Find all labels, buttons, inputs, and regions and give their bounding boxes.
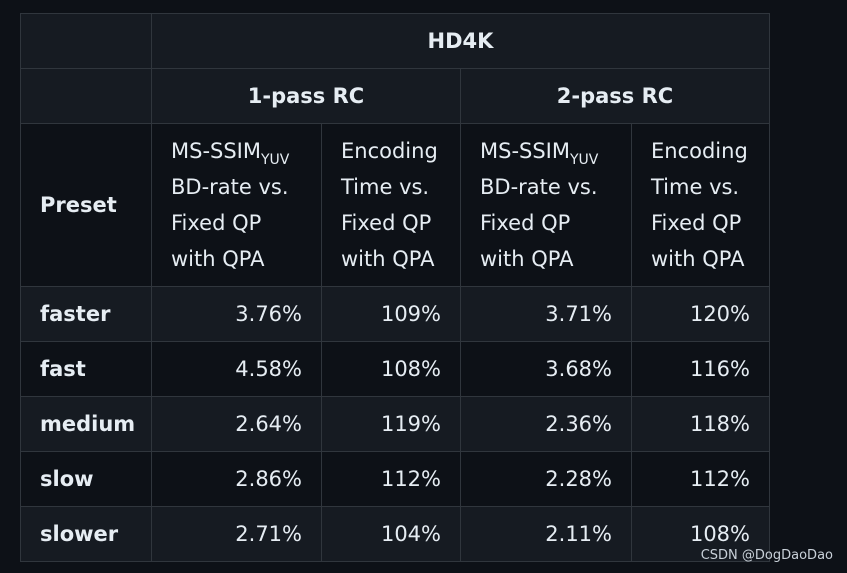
time-1pass-cell: 109% xyxy=(321,286,461,342)
time-header-1pass: Encoding Time vs. Fixed QP with QPA xyxy=(321,123,461,287)
bd-rate-header-2pass: MS-SSIMYUV BD-rate vs. Fixed QP with QPA xyxy=(460,123,632,287)
pass-header-1: 1-pass RC xyxy=(151,68,461,124)
preset-header: Preset xyxy=(20,123,152,287)
table-row: faster 3.76% 109% 3.71% 120% xyxy=(20,286,770,342)
bd-rate-2pass-cell: 2.28% xyxy=(460,451,632,507)
time-line: Time vs. xyxy=(341,175,430,199)
time-1pass-cell: 104% xyxy=(321,506,461,562)
preset-cell: slow xyxy=(20,451,152,507)
preset-cell: slower xyxy=(20,506,152,562)
time-1pass-cell: 112% xyxy=(321,451,461,507)
time-line: Fixed QP xyxy=(341,211,432,235)
watermark: CSDN @DogDaoDao xyxy=(700,548,833,563)
bd-rate-2pass-cell: 2.11% xyxy=(460,506,632,562)
time-line: Time vs. xyxy=(651,175,740,199)
bd-rate-1pass-cell: 3.76% xyxy=(151,286,322,342)
metric-line: with QPA xyxy=(480,247,574,271)
bd-rate-1pass-cell: 2.71% xyxy=(151,506,322,562)
time-1pass-cell: 119% xyxy=(321,396,461,452)
metric-name: MS-SSIM xyxy=(480,139,570,163)
table-row: medium 2.64% 119% 2.36% 118% xyxy=(20,396,770,452)
time-line: Encoding xyxy=(651,139,748,163)
metric-line: BD-rate vs. xyxy=(480,175,598,199)
bd-rate-1pass-cell: 2.64% xyxy=(151,396,322,452)
corner-cell xyxy=(20,13,152,69)
time-line: with QPA xyxy=(651,247,745,271)
time-line: Encoding xyxy=(341,139,438,163)
bd-rate-1pass-cell: 2.86% xyxy=(151,451,322,507)
group-header-row: HD4K xyxy=(20,13,770,69)
time-2pass-cell: 118% xyxy=(631,396,770,452)
time-line: Fixed QP xyxy=(651,211,742,235)
metric-subscript: YUV xyxy=(570,152,599,168)
results-table: HD4K 1-pass RC 2-pass RC Preset MS-SSIMY… xyxy=(20,13,770,562)
bd-rate-1pass-cell: 4.58% xyxy=(151,341,322,397)
metric-name: MS-SSIM xyxy=(171,139,261,163)
time-line: with QPA xyxy=(341,247,435,271)
time-2pass-cell: 108% xyxy=(631,506,770,562)
pass-header-row: 1-pass RC 2-pass RC xyxy=(20,68,770,124)
bd-rate-2pass-cell: 3.68% xyxy=(460,341,632,397)
bd-rate-2pass-cell: 3.71% xyxy=(460,286,632,342)
table-row: slower 2.71% 104% 2.11% 108% xyxy=(20,506,770,562)
metric-header-row: Preset MS-SSIMYUV BD-rate vs. Fixed QP w… xyxy=(20,123,770,287)
time-header-2pass: Encoding Time vs. Fixed QP with QPA xyxy=(631,123,770,287)
metric-line: Fixed QP xyxy=(480,211,571,235)
table-row: slow 2.86% 112% 2.28% 112% xyxy=(20,451,770,507)
preset-cell: faster xyxy=(20,286,152,342)
time-2pass-cell: 116% xyxy=(631,341,770,397)
time-2pass-cell: 120% xyxy=(631,286,770,342)
metric-line: BD-rate vs. xyxy=(171,175,289,199)
pass-header-2: 2-pass RC xyxy=(460,68,770,124)
group-header: HD4K xyxy=(151,13,770,69)
time-2pass-cell: 112% xyxy=(631,451,770,507)
metric-subscript: YUV xyxy=(261,152,290,168)
preset-cell: medium xyxy=(20,396,152,452)
time-1pass-cell: 108% xyxy=(321,341,461,397)
bd-rate-header-1pass: MS-SSIMYUV BD-rate vs. Fixed QP with QPA xyxy=(151,123,322,287)
table-row: fast 4.58% 108% 3.68% 116% xyxy=(20,341,770,397)
bd-rate-2pass-cell: 2.36% xyxy=(460,396,632,452)
metric-line: Fixed QP xyxy=(171,211,262,235)
metric-line: with QPA xyxy=(171,247,265,271)
preset-cell: fast xyxy=(20,341,152,397)
corner-cell xyxy=(20,68,152,124)
